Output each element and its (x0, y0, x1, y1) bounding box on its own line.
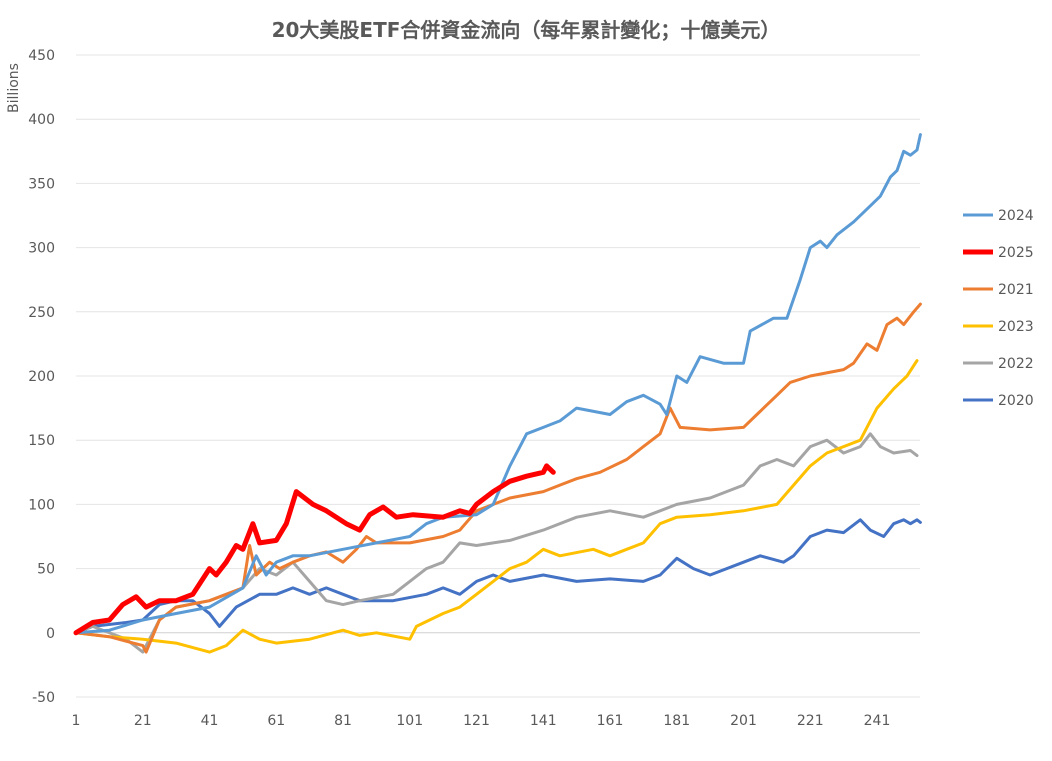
legend-item-2021: 2021 (963, 282, 1034, 298)
y-tick-label: 450 (28, 48, 55, 64)
legend-item-2022: 2022 (963, 356, 1034, 372)
y-tick-label: 0 (46, 626, 55, 642)
y-tick-label: 250 (28, 305, 55, 321)
x-tick-label: 41 (201, 713, 219, 729)
legend-label: 2021 (998, 282, 1034, 298)
series-line-2025 (73, 463, 556, 636)
y-tick-label: 50 (37, 562, 55, 578)
legend-label: 2020 (998, 393, 1034, 409)
legend-label: 2022 (998, 356, 1034, 372)
x-tick-label: 141 (530, 713, 557, 729)
series-line-2024 (74, 133, 922, 635)
legend-item-2024: 2024 (963, 208, 1034, 224)
x-tick-label: 101 (396, 713, 423, 729)
series-line-2021 (74, 302, 922, 654)
x-tick-label: 161 (597, 713, 624, 729)
x-tick-label: 201 (730, 713, 757, 729)
legend-item-2023: 2023 (963, 319, 1034, 335)
legend-label: 2024 (998, 208, 1034, 224)
x-tick-label: 1 (72, 713, 81, 729)
y-tick-label: 350 (28, 176, 55, 192)
x-tick-label: 21 (134, 713, 152, 729)
x-tick-label: 61 (267, 713, 285, 729)
y-tick-label: 400 (28, 112, 55, 128)
series-line-2020 (74, 518, 922, 635)
y-tick-label: -50 (32, 690, 55, 706)
series-line-2023 (74, 359, 919, 654)
legend-label: 2023 (998, 319, 1034, 335)
chart-title: 20大美股ETF合併資金流向（每年累計變化；十億美元） (272, 18, 781, 42)
x-tick-label: 241 (864, 713, 891, 729)
legend-label: 2025 (998, 245, 1034, 261)
legend-item-2020: 2020 (963, 393, 1034, 409)
y-tick-label: 300 (28, 241, 55, 257)
legend-item-2025: 2025 (963, 245, 1034, 261)
series-line-2022 (74, 432, 919, 654)
x-tick-label: 221 (797, 713, 824, 729)
y-axis-label: Billions (6, 63, 22, 113)
y-tick-label: 200 (28, 369, 55, 385)
x-tick-label: 181 (663, 713, 690, 729)
x-tick-label: 121 (463, 713, 490, 729)
y-tick-label: 150 (28, 433, 55, 449)
x-tick-label: 81 (334, 713, 352, 729)
y-tick-label: 100 (28, 497, 55, 513)
